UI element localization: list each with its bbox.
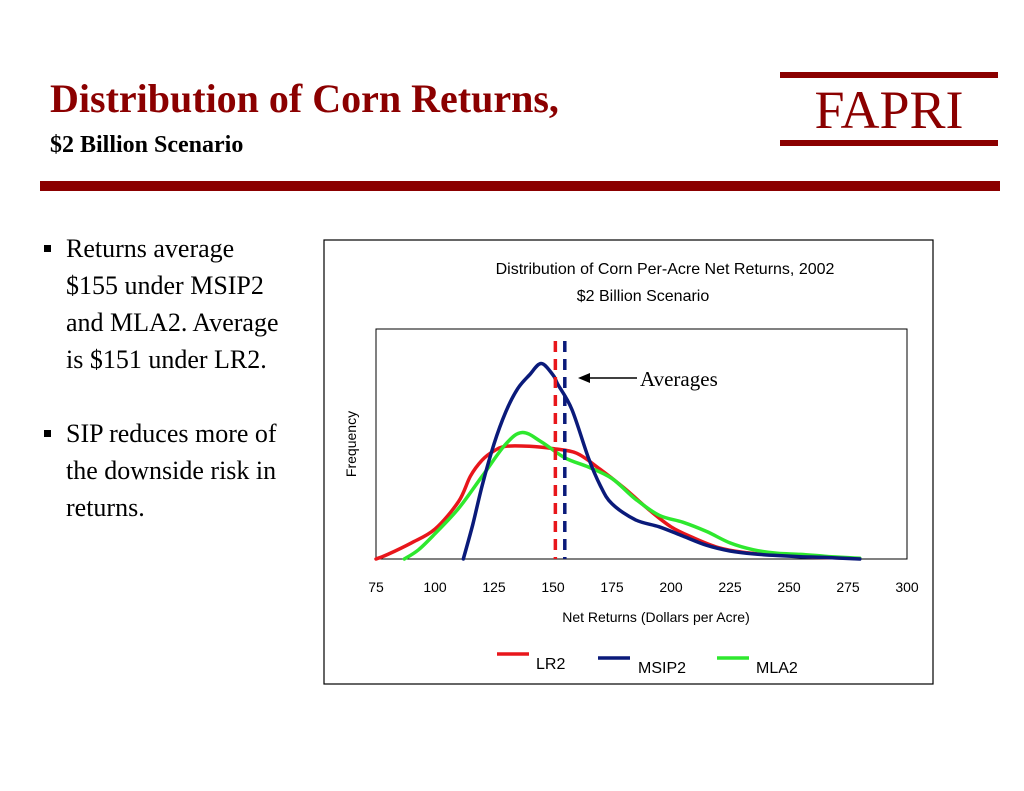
chart-title: Distribution of Corn Per-Acre Net Return… bbox=[496, 261, 835, 278]
legend-label-mla2: MLA2 bbox=[756, 660, 798, 677]
x-tick-labels: 75 100 125 150 175 200 225 250 275 300 bbox=[368, 579, 919, 595]
logo-text: FAPRI bbox=[814, 80, 964, 140]
plot-area bbox=[375, 328, 908, 560]
averages-annotation: Averages bbox=[578, 367, 718, 391]
x-tick-label: 75 bbox=[368, 579, 384, 595]
series-lines bbox=[374, 361, 862, 561]
logo-bottom-bar bbox=[780, 140, 998, 146]
chart-subtitle: $2 Billion Scenario bbox=[577, 288, 710, 305]
logo-top-bar bbox=[780, 72, 998, 78]
x-tick-label: 300 bbox=[895, 579, 919, 595]
bullet-square-icon bbox=[44, 245, 51, 252]
x-tick-label: 175 bbox=[600, 579, 624, 595]
legend: LR2 MSIP2 MLA2 bbox=[497, 652, 798, 677]
arrow-left-icon bbox=[578, 373, 590, 383]
x-tick-label: 275 bbox=[836, 579, 860, 595]
series-line-msip2 bbox=[461, 361, 862, 561]
bullet-item: Returns average $155 under MSIP2 and MLA… bbox=[40, 230, 280, 378]
x-tick-label: 100 bbox=[423, 579, 447, 595]
title-divider bbox=[40, 181, 1000, 191]
bullet-item: SIP reduces more of the downside risk in… bbox=[40, 415, 280, 526]
bullet-list: Returns average $155 under MSIP2 and MLA… bbox=[40, 230, 280, 563]
average-lines bbox=[553, 341, 567, 559]
chart-border bbox=[323, 239, 934, 685]
legend-label-lr2: LR2 bbox=[536, 656, 565, 673]
slide-title: Distribution of Corn Returns, bbox=[50, 76, 559, 121]
x-tick-label: 200 bbox=[659, 579, 683, 595]
annotation-text: Averages bbox=[640, 367, 718, 391]
legend-label-msip2: MSIP2 bbox=[638, 660, 686, 677]
x-axis-label: Net Returns (Dollars per Acre) bbox=[562, 609, 750, 625]
x-tick-label: 250 bbox=[777, 579, 801, 595]
x-tick-label: 225 bbox=[718, 579, 742, 595]
fapri-logo: FAPRI bbox=[780, 72, 998, 148]
x-tick-label: 150 bbox=[541, 579, 565, 595]
bullet-text: SIP reduces more of the downside risk in… bbox=[66, 419, 277, 522]
slide-subtitle: $2 Billion Scenario bbox=[50, 132, 244, 158]
bullet-text: Returns average $155 under MSIP2 and MLA… bbox=[66, 234, 279, 374]
series-line-mla2 bbox=[402, 430, 862, 561]
y-axis-label: Frequency bbox=[343, 411, 359, 477]
x-tick-label: 125 bbox=[482, 579, 506, 595]
bullet-square-icon bbox=[44, 430, 51, 437]
